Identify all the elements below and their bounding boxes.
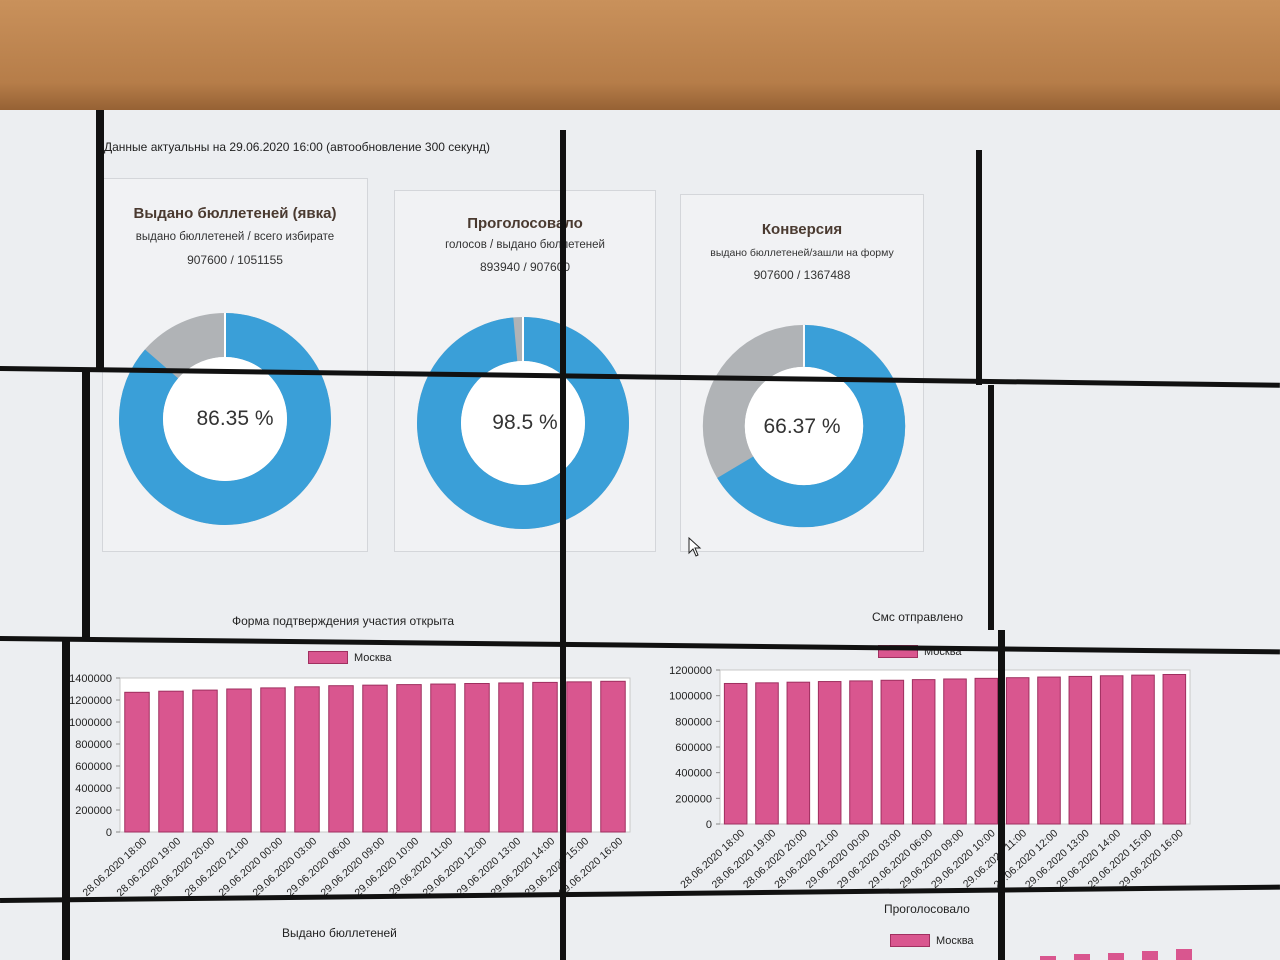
bar <box>226 688 252 833</box>
kpi-subtitle: выдано бюллетеней / всего избирате <box>135 231 335 243</box>
kpi-percent: 86.35 % <box>196 407 274 430</box>
y-tick-label: 400000 <box>675 768 712 780</box>
kpi-card-turnout: Выдано бюллетеней (явка) выдано бюллетен… <box>102 178 368 552</box>
y-tick-label: 800000 <box>675 716 712 728</box>
bar <box>849 680 873 825</box>
kpi-title: Проголосовало <box>467 215 583 232</box>
y-tick-label: 0 <box>106 827 112 839</box>
screen-bezel <box>560 130 566 960</box>
bar <box>723 682 748 825</box>
y-tick-label: 1200000 <box>669 665 712 677</box>
bottom-left-chart-title: Выдано бюллетеней <box>282 926 397 940</box>
y-tick-label: 600000 <box>75 761 112 773</box>
bar <box>124 691 150 833</box>
x-tick-label: 29.06.2020 16:00 <box>556 835 625 899</box>
y-tick-label: 1400000 <box>69 673 112 685</box>
bottom-right-legend: Москва <box>890 934 974 947</box>
legend-swatch <box>308 651 348 664</box>
bar <box>786 681 811 825</box>
kpi-value: 907600 / 1367488 <box>753 268 851 282</box>
donut-hole <box>163 357 287 481</box>
kpi-donut <box>417 317 629 529</box>
bottom-right-chart-title: Проголосовало <box>884 902 970 916</box>
kpi-card-conversion: Конверсия выдано бюллетеней/зашли на фор… <box>680 194 924 552</box>
legend-label: Москва <box>354 651 392 664</box>
bar <box>294 686 320 833</box>
y-tick-label: 200000 <box>675 793 712 805</box>
bar <box>1131 674 1155 825</box>
bar <box>328 685 354 833</box>
y-tick-label: 800000 <box>75 739 112 751</box>
bottom-bars-peek <box>1040 949 1192 960</box>
bar <box>430 683 456 833</box>
bar <box>755 682 779 825</box>
mouse-cursor-icon <box>688 537 702 557</box>
bar <box>880 679 905 825</box>
kpi-subtitle: выдано бюллетеней/зашли на форму <box>710 247 894 259</box>
bar <box>532 681 558 833</box>
bar <box>464 683 490 833</box>
bar-chart-sms: 0200000400000600000800000100000012000002… <box>669 665 1191 891</box>
bar <box>1162 673 1187 825</box>
y-tick-label: 1000000 <box>69 717 112 729</box>
y-tick-label: 400000 <box>75 783 112 795</box>
bar <box>974 677 999 825</box>
kpi-percent: 66.37 % <box>763 415 841 438</box>
bar <box>260 687 286 833</box>
bar <box>192 689 218 833</box>
screen-bezel <box>998 630 1005 960</box>
chart-title: Форма подтверждения участия открыта <box>232 614 455 628</box>
y-tick-label: 600000 <box>675 742 712 754</box>
bar <box>817 681 842 825</box>
screen-bezel <box>62 638 70 960</box>
kpi-title: Выдано бюллетеней (явка) <box>133 205 337 222</box>
bar <box>396 684 422 833</box>
y-tick-label: 200000 <box>75 805 112 817</box>
bar <box>911 679 936 825</box>
kpi-title: Конверсия <box>761 221 843 238</box>
bar <box>1005 677 1030 825</box>
legend-swatch <box>890 934 930 947</box>
bar <box>566 681 592 833</box>
kpi-value: 907600 / 1051155 <box>187 253 283 267</box>
y-tick-label: 0 <box>706 819 712 831</box>
bar <box>498 682 524 833</box>
kpi-value: 893940 / 907600 <box>479 260 571 274</box>
chart-title: Смс отправлено <box>872 610 964 624</box>
donut-hole <box>461 361 585 485</box>
bar <box>1037 676 1061 825</box>
kpi-donut <box>119 313 331 525</box>
y-tick-label: 1200000 <box>69 695 112 707</box>
bar <box>600 680 626 833</box>
kpi-percent: 98.5 % <box>492 411 558 434</box>
bar-chart-opened: 0 200000 400000 600000 800000 1000000 1200000 1… <box>69 673 631 899</box>
screen-bezel <box>82 368 90 638</box>
y-tick-label: 1000000 <box>669 691 712 703</box>
screen-bezel <box>96 110 104 368</box>
kpi-subtitle: голосов / выдано бюллетеней <box>445 239 605 251</box>
legend-label: Москва <box>936 934 974 947</box>
bar <box>1099 675 1124 825</box>
screen-bezel <box>988 385 994 630</box>
donut-hole <box>744 366 864 486</box>
bar <box>943 678 967 825</box>
bar <box>1068 675 1093 825</box>
ceiling <box>0 0 1280 118</box>
bar <box>158 690 184 833</box>
kpi-donut <box>702 324 906 528</box>
chart-legend: Москва <box>308 651 392 664</box>
screen-bezel <box>976 150 982 385</box>
bar <box>362 684 388 833</box>
last-updated-text: Данные актуальны на 29.06.2020 16:00 (ав… <box>104 140 490 154</box>
